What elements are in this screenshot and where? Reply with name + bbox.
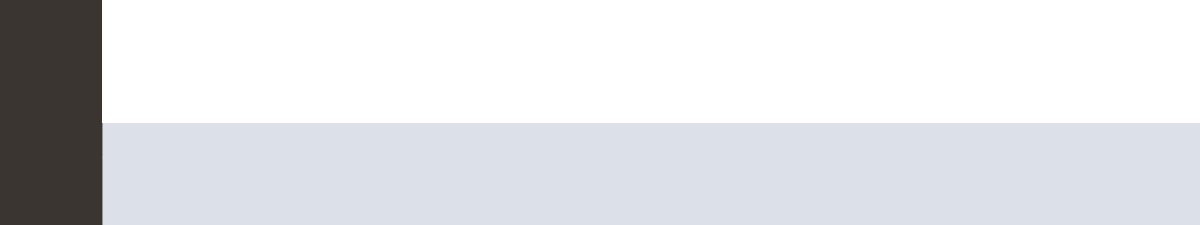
Text: f(x) = 2 - x + sin(x): f(x) = 2 - x + sin(x) xyxy=(168,50,294,63)
Text: Submit Answer: Submit Answer xyxy=(128,174,197,183)
Text: x =: x = xyxy=(272,112,290,122)
Text: Newton's method:: Newton's method: xyxy=(113,86,221,95)
FancyBboxPatch shape xyxy=(294,108,404,144)
FancyBboxPatch shape xyxy=(113,164,212,194)
FancyBboxPatch shape xyxy=(146,108,256,144)
Text: Graphing utility:: Graphing utility: xyxy=(272,86,370,95)
Text: Use Newton's Method to approximate the zero(s) of the function. Continue the ite: Use Newton's Method to approximate the z… xyxy=(113,7,1200,16)
FancyBboxPatch shape xyxy=(398,158,1200,225)
Text: x =: x = xyxy=(113,112,131,122)
FancyBboxPatch shape xyxy=(706,140,1200,225)
